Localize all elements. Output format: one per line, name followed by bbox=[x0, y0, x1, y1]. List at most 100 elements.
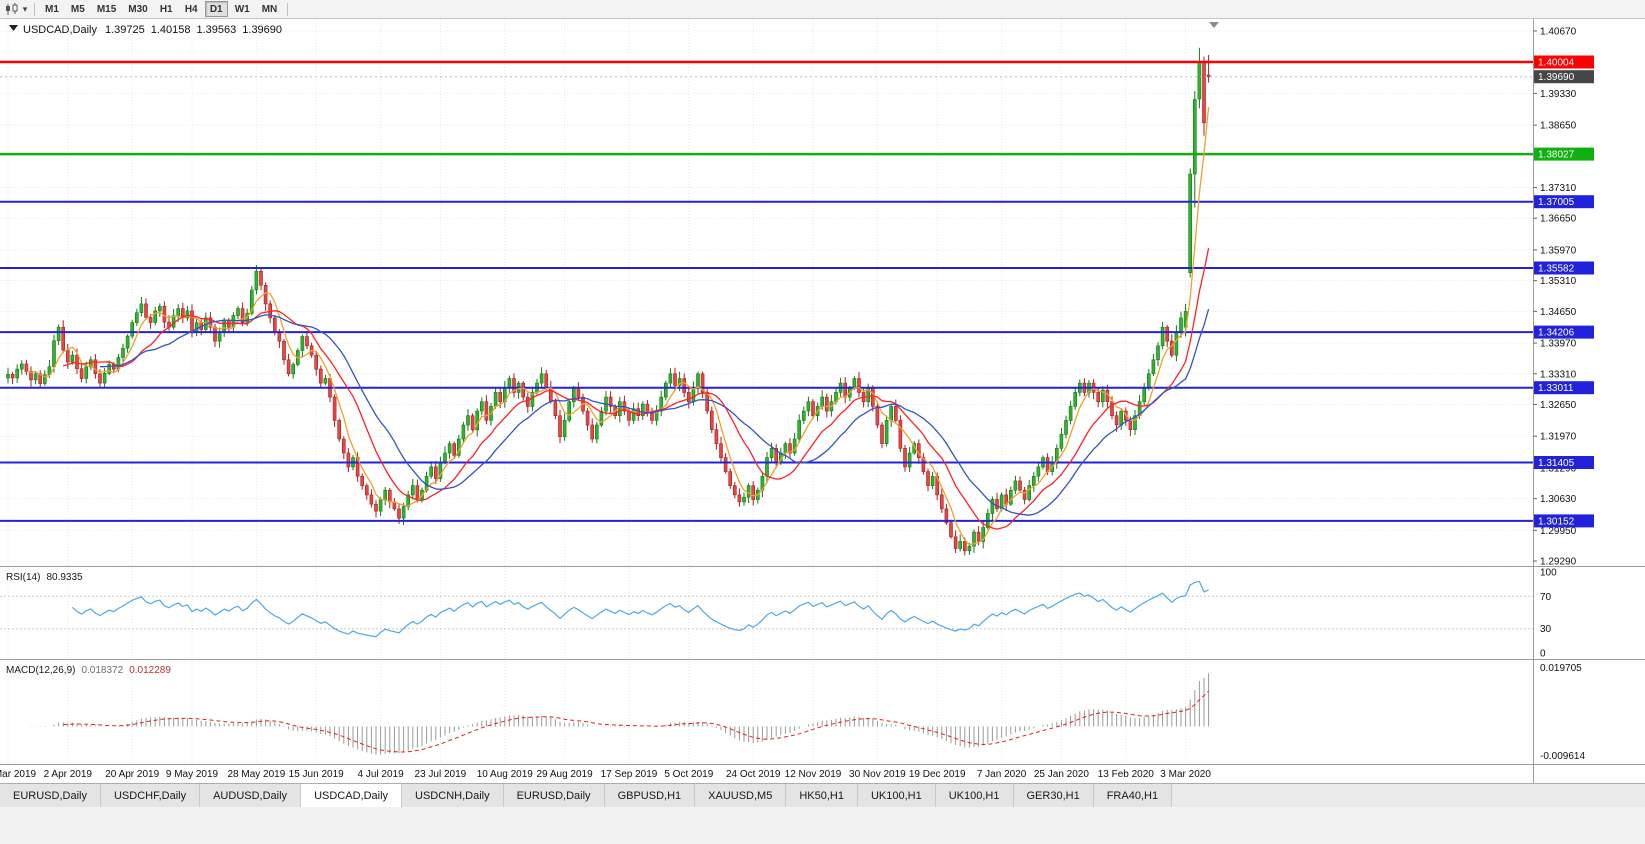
macd-label: MACD(12,26,9) 0.018372 0.012289 bbox=[6, 665, 171, 676]
symbol-tab-xauusd-m5[interactable]: XAUUSD,M5 bbox=[695, 784, 787, 807]
date-label: 20 Apr 2019 bbox=[105, 769, 159, 780]
toolbar-separator bbox=[34, 2, 35, 16]
macd-signal-value: 0.012289 bbox=[129, 665, 171, 676]
rsi-value: 80.9335 bbox=[46, 572, 83, 583]
price-level-badge bbox=[1534, 261, 1594, 275]
price-tick-label: 1.34650 bbox=[1540, 307, 1577, 318]
timeframe-button-m5[interactable]: M5 bbox=[66, 1, 90, 17]
timeframe-button-group: M1 M5 M15 M30 H1 H4 D1 W1 MN bbox=[39, 1, 283, 17]
chart-title-low: 1.39563 bbox=[197, 24, 237, 36]
chart-title-high: 1.40158 bbox=[151, 24, 191, 36]
price-level-badge-label: 1.37005 bbox=[1538, 197, 1575, 208]
timeframe-button-h1[interactable]: H1 bbox=[155, 1, 178, 17]
symbol-tab-uk100-h1[interactable]: UK100,H1 bbox=[857, 784, 936, 807]
date-label: 17 Sep 2019 bbox=[601, 769, 658, 780]
symbol-tab-audusd-daily[interactable]: AUDUSD,Daily bbox=[200, 784, 302, 807]
timeframe-button-m1[interactable]: M1 bbox=[40, 1, 64, 17]
date-label: 9 May 2019 bbox=[166, 769, 219, 780]
chart-shift-marker-icon bbox=[1209, 22, 1219, 28]
macd-panel bbox=[30, 673, 1210, 755]
ma-21-line bbox=[100, 308, 1210, 516]
price-level-badge bbox=[1534, 325, 1594, 339]
timeframe-button-mn[interactable]: MN bbox=[257, 1, 283, 17]
price-level-badge bbox=[1534, 147, 1594, 161]
price-level-badge bbox=[1534, 456, 1594, 469]
price-tick-label: 1.32650 bbox=[1540, 400, 1577, 411]
symbol-marker-icon[interactable] bbox=[9, 25, 18, 31]
current-price-badge bbox=[1534, 70, 1594, 84]
timeframe-button-w1[interactable]: W1 bbox=[230, 1, 255, 17]
date-label: 23 Jul 2019 bbox=[415, 769, 467, 780]
date-label: 7 Jan 2020 bbox=[977, 769, 1027, 780]
date-label: 30 Nov 2019 bbox=[849, 769, 906, 780]
timeframe-button-m15[interactable]: M15 bbox=[92, 1, 121, 17]
candlestick-chart-icon[interactable] bbox=[3, 2, 20, 17]
timeframe-button-h4[interactable]: H4 bbox=[180, 1, 203, 17]
rsi-panel: 100 70 30 0 bbox=[0, 568, 1557, 660]
rsi-line bbox=[72, 580, 1209, 638]
price-level-badge-label: 1.35582 bbox=[1538, 264, 1575, 275]
price-level-badge-label: 1.31405 bbox=[1538, 458, 1575, 469]
rsi-axis-label: 100 bbox=[1540, 568, 1557, 579]
current-price-badge-label: 1.39690 bbox=[1538, 72, 1575, 83]
chart-area[interactable]: 100 70 30 0 1.40670 1.39330 1.38650 1.37310 1.3… bbox=[0, 19, 1645, 783]
price-tick-label: 1.33310 bbox=[1540, 369, 1577, 380]
price-level-badge-label: 1.38027 bbox=[1538, 150, 1575, 161]
timeframe-button-m30[interactable]: M30 bbox=[123, 1, 152, 17]
price-tick-label: 1.30630 bbox=[1540, 494, 1577, 505]
dropdown-arrow-icon[interactable]: ▾ bbox=[22, 3, 28, 14]
price-level-badge-label: 1.34206 bbox=[1538, 328, 1575, 339]
macd-signal-line bbox=[63, 690, 1209, 753]
timeframe-button-d1[interactable]: D1 bbox=[204, 1, 228, 17]
chart-title-symbol: USDCAD,Daily bbox=[23, 24, 97, 36]
date-label: 3 Mar 2020 bbox=[1160, 769, 1211, 780]
macd-axis-bottom-label: -0.009614 bbox=[1540, 751, 1585, 762]
price-level-badge bbox=[1534, 381, 1594, 395]
rsi-axis-label: 70 bbox=[1540, 592, 1552, 603]
date-label: 25 Jan 2020 bbox=[1034, 769, 1089, 780]
price-level-badge-label: 1.40004 bbox=[1538, 58, 1575, 69]
symbol-tab-uk100-h1[interactable]: UK100,H1 bbox=[935, 784, 1014, 807]
macd-axis-top-label: 0.019705 bbox=[1540, 663, 1582, 674]
rsi-axis-label: 0 bbox=[1540, 649, 1546, 660]
price-tick-label: 1.33970 bbox=[1540, 339, 1577, 350]
price-level-badge-label: 1.30152 bbox=[1538, 516, 1575, 527]
top-toolbar: ▾ M1 M5 M15 M30 H1 H4 D1 W1 MN bbox=[0, 0, 1645, 19]
price-tick-label: 1.38650 bbox=[1540, 121, 1577, 132]
date-label: 4 Jul 2019 bbox=[358, 769, 405, 780]
price-tick-label: 1.31970 bbox=[1540, 432, 1577, 443]
price-tick-label: 1.40670 bbox=[1540, 27, 1577, 38]
price-axis[interactable]: 1.40670 1.39330 1.38650 1.37310 1.36650 1.359… bbox=[1533, 27, 1594, 568]
price-level-badge bbox=[1534, 514, 1594, 528]
symbol-tab-usdchf-daily[interactable]: USDCHF,Daily bbox=[100, 784, 201, 807]
date-label: 13 Feb 2020 bbox=[1098, 769, 1155, 780]
date-label: 10 Aug 2019 bbox=[477, 769, 534, 780]
chart-region: 100 70 30 0 1.40670 1.39330 1.38650 1.37310 1.3… bbox=[0, 19, 1645, 783]
symbol-tab-ger30-h1[interactable]: GER30,H1 bbox=[1013, 784, 1094, 807]
time-axis[interactable]: 14 Mar 2019 2 Apr 2019 20 Apr 2019 9 May 20… bbox=[0, 769, 1211, 780]
date-label: 29 Aug 2019 bbox=[537, 769, 594, 780]
chart-title: USDCAD,Daily 1.39725 1.40158 1.39563 1.39690 bbox=[23, 24, 282, 36]
date-label: 19 Dec 2019 bbox=[909, 769, 966, 780]
chart-title-close: 1.39690 bbox=[242, 24, 282, 36]
price-tick-label: 1.35310 bbox=[1540, 276, 1577, 287]
bottom-strip bbox=[0, 807, 1645, 844]
rsi-label: RSI(14) 80.9335 bbox=[6, 572, 83, 583]
date-label: 24 Oct 2019 bbox=[726, 769, 781, 780]
symbol-tab-usdcnh-daily[interactable]: USDCNH,Daily bbox=[402, 784, 504, 807]
symbol-tab-usdcad-daily[interactable]: USDCAD,Daily bbox=[301, 784, 403, 807]
symbol-tab-eurusd-daily[interactable]: EURUSD,Daily bbox=[0, 784, 101, 807]
date-label: 5 Oct 2019 bbox=[664, 769, 713, 780]
price-tick-label: 1.29950 bbox=[1540, 526, 1577, 537]
date-label: 14 Mar 2019 bbox=[0, 769, 37, 780]
ma-5-line bbox=[26, 106, 1210, 546]
grid-layer bbox=[0, 19, 1533, 764]
price-tick-label: 1.39330 bbox=[1540, 89, 1577, 100]
chart-title-open: 1.39725 bbox=[105, 24, 145, 36]
date-label: 2 Apr 2019 bbox=[44, 769, 93, 780]
symbol-tab-hk50-h1[interactable]: HK50,H1 bbox=[786, 784, 858, 807]
symbol-tab-fra40-h1[interactable]: FRA40,H1 bbox=[1093, 784, 1173, 807]
symbol-tab-gbpusd-h1[interactable]: GBPUSD,H1 bbox=[604, 784, 696, 807]
toolbar-separator bbox=[287, 2, 289, 16]
symbol-tab-eurusd-daily[interactable]: EURUSD,Daily bbox=[503, 784, 605, 807]
